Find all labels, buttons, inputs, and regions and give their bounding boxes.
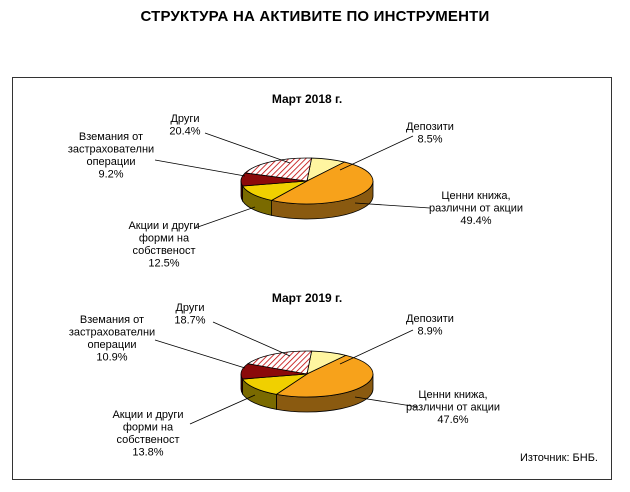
- leader-line-receivables: [154, 159, 246, 177]
- chart-frame: [12, 77, 612, 480]
- leader-line-other: [212, 321, 291, 357]
- leader-line-securities: [354, 396, 419, 408]
- data-label-equity: Акции и други форми на собственост 12.5%: [128, 220, 199, 270]
- data-label-deposits: Депозити 8.9%: [406, 313, 454, 338]
- slice-other: [246, 350, 313, 375]
- leader-line-deposits: [339, 135, 414, 171]
- data-label-receivables: Вземания от застрахователни операции 10.9%: [69, 314, 155, 364]
- leader-line-deposits: [339, 329, 414, 365]
- leader-line-receivables: [154, 339, 246, 369]
- data-label-securities: Ценни книжа, различни от акции 49.4%: [429, 190, 523, 227]
- slice-securities: [275, 354, 374, 398]
- page-title: СТРУКТУРА НА АКТИВИТЕ ПО ИНСТРУМЕНТИ: [140, 8, 490, 25]
- leader-line-equity: [194, 206, 256, 229]
- source-note: Източник: БНБ.: [520, 452, 598, 464]
- data-label-deposits: Депозити 8.5%: [406, 121, 454, 146]
- slice-other: [244, 157, 313, 182]
- chart-title: Март 2018 г.: [272, 92, 342, 106]
- data-label-equity: Акции и други форми на собственост 13.8%: [112, 409, 183, 459]
- data-label-securities: Ценни книжа, различни от акции 47.6%: [406, 389, 500, 426]
- data-label-other: Други 20.4%: [169, 113, 200, 138]
- pie-chart-1: Март 2018 г. Депозити 8.5% Ценни книжа, разл…: [68, 92, 523, 270]
- chart-title: Март 2019 г.: [272, 291, 342, 305]
- slice-securities: [270, 161, 374, 205]
- leader-line-other: [204, 132, 291, 164]
- leader-line-equity: [189, 394, 256, 425]
- data-label-other: Други 18.7%: [174, 302, 205, 327]
- data-label-receivables: Вземания от застрахователни операции 9.2%: [68, 131, 154, 181]
- leader-line-securities: [354, 202, 431, 209]
- pie-chart-2: Март 2019 г. Депозити 8.9% Ценни книжа, разл…: [69, 291, 500, 459]
